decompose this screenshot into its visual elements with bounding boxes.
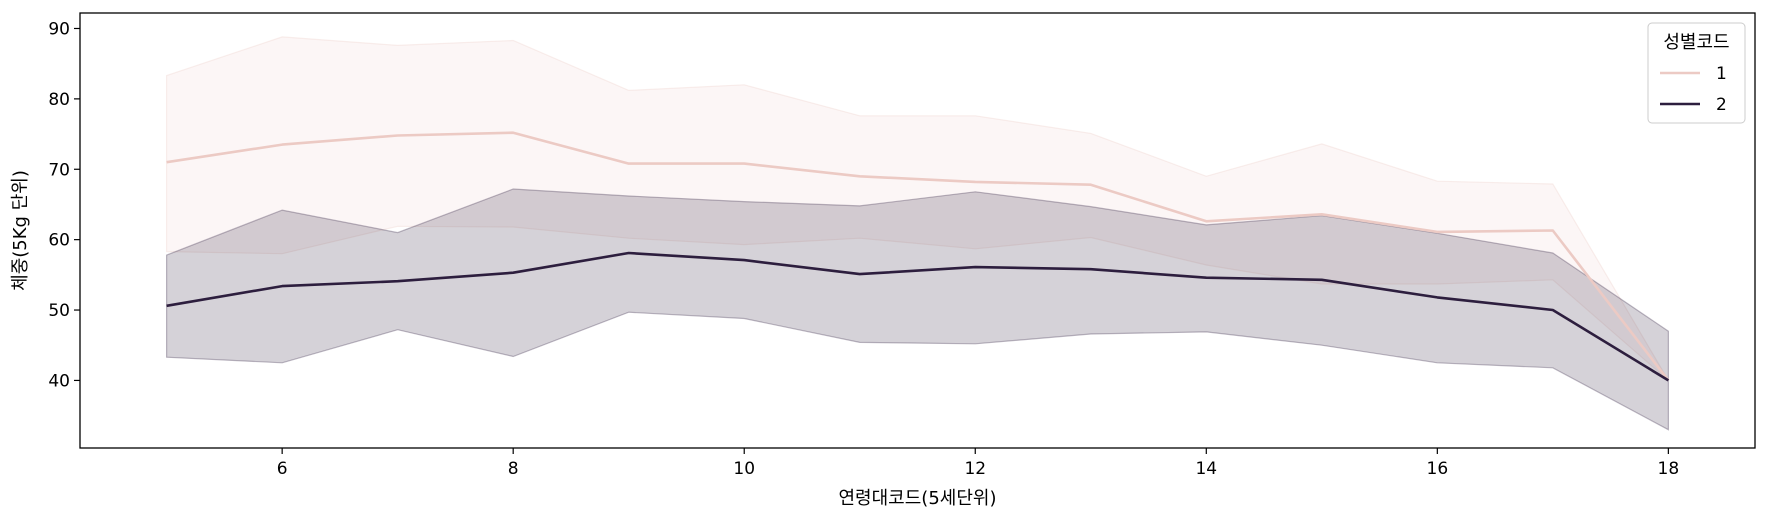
y-tick-label: 90 [48,19,70,39]
y-tick-label: 40 [48,371,70,391]
legend-entries: 12 [1660,64,1727,115]
y-tick-label: 80 [48,90,70,110]
confidence-band-series-1 [166,36,1669,381]
x-axis-title: 연령대코드(5세단위) [839,488,997,509]
confidence-bands [166,36,1669,431]
y-tick-label: 70 [48,160,70,180]
x-tick-label: 18 [1658,459,1680,479]
plot-frame [79,12,1756,449]
x-axis: 6 8 10 12 14 16 18 [277,448,1679,479]
x-tick-label: 6 [277,459,288,479]
x-tick-label: 16 [1427,459,1449,479]
series-lines [166,131,1670,382]
x-tick-label: 14 [1195,459,1217,479]
y-tick-label: 50 [48,301,70,321]
y-axis-title: 체중(5Kg 단위) [10,170,31,291]
legend-label-2: 2 [1716,95,1727,115]
confidence-band-series-2 [166,188,1669,431]
y-axis: 40 50 60 70 80 90 [48,19,80,391]
series-line-1 [166,131,1670,382]
legend-label-1: 1 [1716,64,1727,84]
x-tick-label: 8 [508,459,519,479]
y-tick-label: 60 [48,231,70,251]
x-tick-label: 12 [964,459,986,479]
x-tick-label: 10 [733,459,755,479]
legend-title: 성별코드 [1663,32,1729,53]
legend: 성별코드 12 [1647,22,1746,124]
series-line-2 [166,251,1670,382]
